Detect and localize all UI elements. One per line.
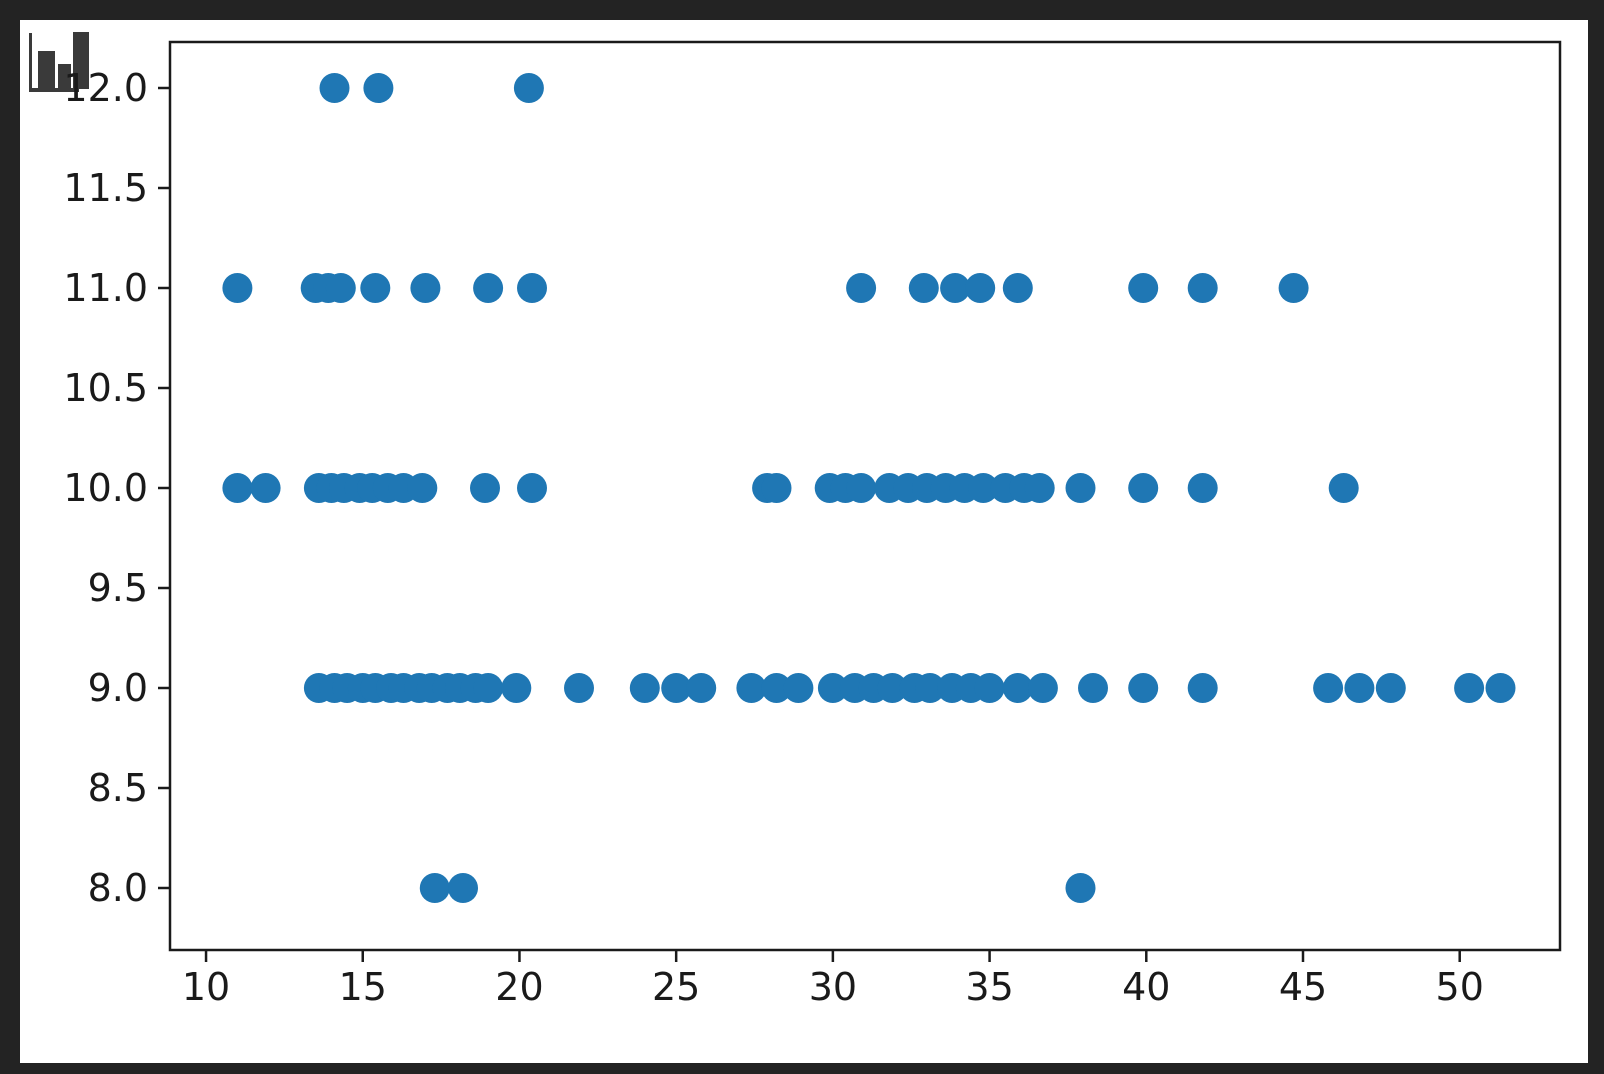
x-tick-label: 25: [652, 965, 700, 1009]
scatter-point: [974, 673, 1005, 703]
scatter-point: [1187, 273, 1218, 303]
scatter-point: [1002, 673, 1033, 703]
bar-chart-icon-axis-vertical: [29, 33, 32, 91]
scatter-point: [325, 273, 356, 303]
scatter-point: [407, 473, 438, 503]
scatter-point: [877, 673, 908, 703]
scatter-point: [517, 473, 547, 503]
scatter-point: [846, 273, 877, 303]
scatter-point: [517, 273, 547, 303]
scatter-point: [410, 273, 441, 303]
bar-chart-icon-bar: [73, 32, 89, 89]
scatter-point: [1027, 673, 1058, 703]
scatter-point: [1128, 673, 1159, 703]
x-tick-label: 10: [182, 965, 230, 1009]
x-tick-label: 20: [495, 965, 543, 1009]
figure-canvas: [20, 20, 1588, 1063]
scatter-point: [513, 73, 544, 103]
scatter-point: [1065, 873, 1096, 903]
y-tick-label: 11.5: [63, 166, 148, 210]
x-tick-label: 40: [1122, 965, 1170, 1009]
scatter-point: [761, 673, 792, 703]
scatter-point: [846, 473, 877, 503]
scatter-point: [250, 473, 281, 503]
scatter-point: [470, 473, 500, 503]
scatter-point: [360, 273, 391, 303]
scatter-point: [1344, 673, 1375, 703]
x-tick-label: 35: [965, 965, 1013, 1009]
y-tick-label: 11.0: [63, 266, 148, 310]
scatter-point: [1002, 273, 1033, 303]
scatter-point: [1187, 473, 1218, 503]
scatter-point: [1187, 673, 1218, 703]
scatter-point: [1454, 673, 1485, 703]
scatter-point: [448, 873, 478, 903]
y-tick-label: 8.0: [88, 866, 148, 910]
x-tick-label: 50: [1436, 965, 1484, 1009]
scatter-point: [629, 673, 660, 703]
scatter-point: [473, 673, 504, 703]
scatter-point: [1485, 673, 1516, 703]
scatter-point: [1313, 673, 1344, 703]
scatter-point: [419, 873, 450, 903]
y-tick-label: 8.5: [88, 766, 148, 810]
scatter-point: [1278, 273, 1309, 303]
scatter-point: [661, 673, 692, 703]
scatter-point: [222, 273, 253, 303]
y-tick-label: 10.0: [63, 466, 148, 510]
scatter-point: [761, 473, 792, 503]
scatter-point: [736, 673, 767, 703]
axes-frame: [168, 40, 1562, 952]
y-tick-label: 9.5: [88, 566, 148, 610]
scatter-point: [686, 673, 717, 703]
scatter-point: [501, 673, 532, 703]
scatter-point: [940, 273, 971, 303]
scatter-point: [363, 73, 394, 103]
y-tick-label: 9.0: [88, 666, 148, 710]
scatter-point: [1065, 473, 1096, 503]
x-tick-label: 45: [1279, 965, 1327, 1009]
bar-chart-icon-bar: [38, 51, 55, 89]
scatter-point: [915, 673, 945, 703]
x-tick-label: 15: [339, 965, 387, 1009]
scatter-point: [1328, 473, 1359, 503]
scatter-point: [965, 273, 996, 303]
scatter-point: [1024, 473, 1055, 503]
scatter-point: [1128, 473, 1159, 503]
scatter-point: [222, 473, 253, 503]
bar-chart-icon-axis-horizontal: [29, 88, 79, 92]
x-tick-label: 30: [809, 965, 857, 1009]
bar-chart-icon-bar: [58, 64, 71, 89]
scatter-point: [1375, 673, 1406, 703]
y-tick-label: 12.0: [63, 66, 148, 110]
bar-chart-icon: [29, 32, 111, 98]
scatter-point: [817, 673, 848, 703]
scatter-point: [319, 73, 350, 103]
scatter-point: [908, 273, 939, 303]
scatter-point: [783, 673, 814, 703]
scatter-point: [1078, 673, 1108, 703]
scatter-point: [564, 673, 594, 703]
scatter-point: [968, 473, 999, 503]
y-tick-label: 10.5: [63, 366, 148, 410]
scatter-point: [1128, 273, 1159, 303]
scatter-point: [473, 273, 504, 303]
